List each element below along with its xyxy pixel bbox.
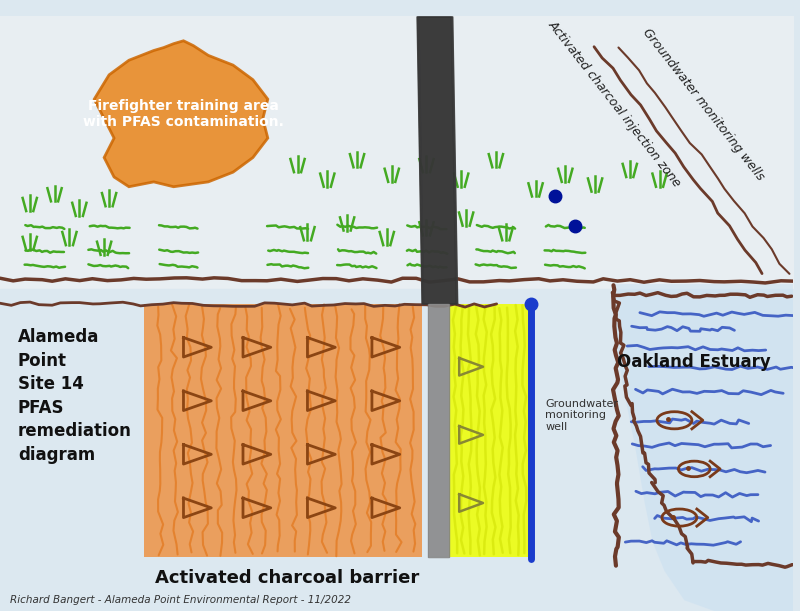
FancyBboxPatch shape (144, 304, 422, 557)
Text: Firefighter training area
with PFAS contamination.: Firefighter training area with PFAS cont… (83, 98, 284, 129)
FancyBboxPatch shape (450, 304, 529, 557)
Text: Oakland Estuary: Oakland Estuary (618, 353, 771, 371)
Text: Alameda
Point
Site 14
PFAS
remediation
diagram: Alameda Point Site 14 PFAS remediation d… (18, 328, 132, 464)
Text: Richard Bangert - Alameda Point Environmental Report - 11/2022: Richard Bangert - Alameda Point Environm… (10, 595, 351, 606)
Text: Activated charcoal injection zone: Activated charcoal injection zone (546, 18, 683, 190)
Text: Activated charcoal barrier: Activated charcoal barrier (155, 569, 420, 587)
Text: Groundwater
monitoring
well: Groundwater monitoring well (546, 399, 618, 432)
Polygon shape (94, 41, 268, 187)
Text: Groundwater monitoring wells: Groundwater monitoring wells (640, 26, 766, 183)
Polygon shape (615, 284, 794, 611)
